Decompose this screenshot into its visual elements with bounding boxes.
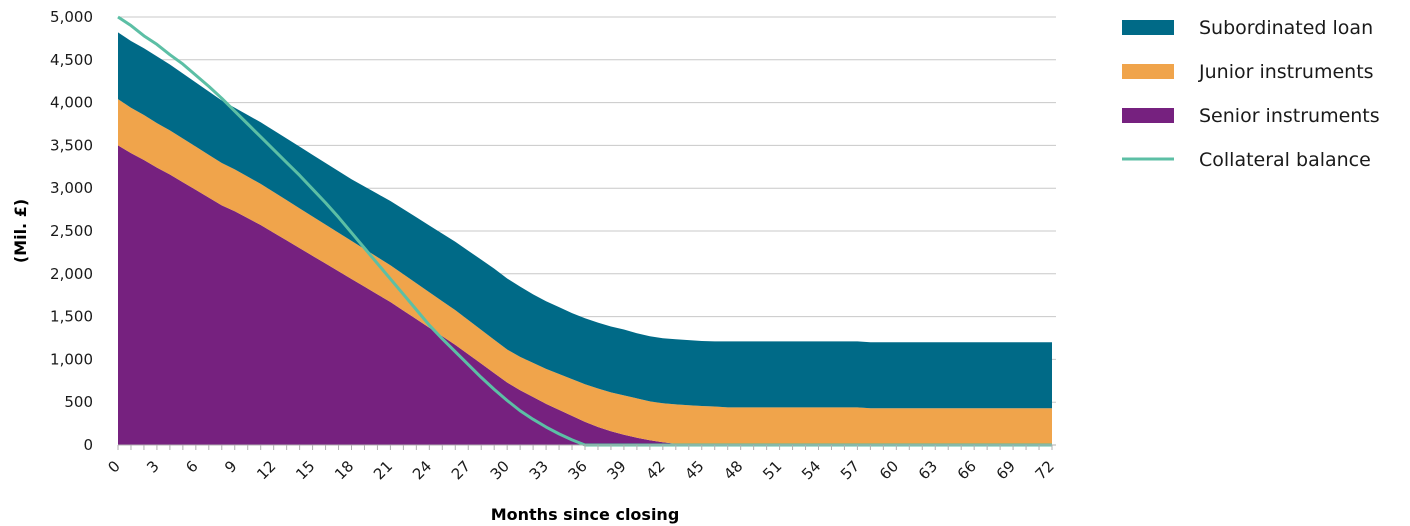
x-tick-label: 6 — [182, 457, 201, 476]
x-tick-label: 18 — [331, 457, 357, 483]
y-tick-label: 1,500 — [50, 308, 93, 326]
area-subordinated-loan — [118, 32, 1052, 409]
x-tick-label: 39 — [604, 457, 630, 483]
y-tick-label: 2,500 — [50, 222, 93, 240]
x-tick-label: 33 — [526, 457, 552, 483]
x-tick-label: 3 — [143, 457, 162, 476]
y-tick-label: 3,000 — [50, 179, 93, 197]
legend-label-junior-instruments: Junior instruments — [1198, 61, 1374, 83]
x-tick-label: 57 — [837, 457, 863, 483]
y-tick-label: 500 — [64, 393, 93, 411]
x-tick-label: 63 — [915, 457, 941, 483]
x-tick-label: 12 — [253, 457, 279, 483]
x-tick-label: 21 — [370, 457, 396, 483]
legend-swatch-subordinated-loan — [1122, 20, 1174, 35]
x-tick-label: 27 — [448, 457, 474, 483]
legend-label-subordinated-loan: Subordinated loan — [1199, 17, 1373, 39]
x-tick-label: 48 — [720, 457, 746, 483]
y-tick-label: 3,500 — [50, 136, 93, 154]
y-tick-label: 4,000 — [50, 94, 93, 112]
x-tick-label: 69 — [993, 457, 1019, 483]
x-tick-label: 0 — [104, 457, 123, 476]
legend-swatch-senior-instruments — [1122, 108, 1174, 123]
x-tick-label: 66 — [954, 457, 980, 483]
y-tick-label: 1,000 — [50, 350, 93, 368]
x-tick-label: 60 — [876, 457, 902, 483]
x-tick-label: 45 — [681, 457, 707, 483]
x-tick-label: 51 — [759, 457, 785, 483]
x-tick-label: 36 — [565, 457, 591, 483]
x-tick-label: 54 — [798, 457, 824, 483]
x-tick-label: 15 — [292, 457, 318, 483]
x-tick-label: 30 — [487, 457, 513, 483]
x-tick-label: 9 — [221, 457, 240, 476]
legend-label-collateral-balance: Collateral balance — [1199, 149, 1371, 171]
area-junior-instruments — [118, 99, 1052, 446]
x-tick-label: 42 — [642, 457, 668, 483]
y-tick-label: 4,500 — [50, 51, 93, 69]
x-tick-label: 72 — [1032, 457, 1058, 483]
y-tick-label: 2,000 — [50, 265, 93, 283]
legend-swatch-junior-instruments — [1122, 64, 1174, 79]
y-tick-label: 5,000 — [50, 8, 93, 26]
legend-label-senior-instruments: Senior instruments — [1199, 105, 1380, 127]
y-axis-title: (Mil. £) — [11, 199, 30, 263]
area-senior-instruments — [118, 145, 1052, 445]
x-tick-label: 24 — [409, 457, 435, 483]
y-tick-label: 0 — [83, 436, 93, 454]
x-axis-title: Months since closing — [491, 505, 680, 524]
